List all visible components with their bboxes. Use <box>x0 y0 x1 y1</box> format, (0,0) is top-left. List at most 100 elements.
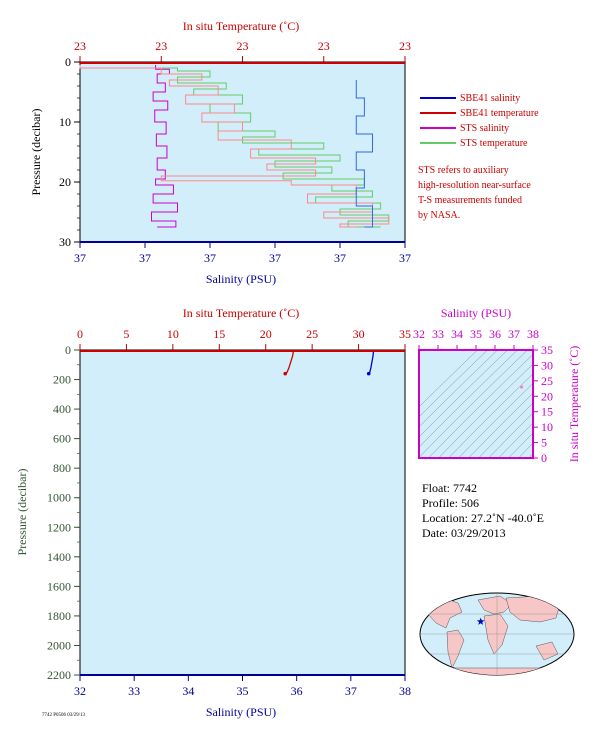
float-location-marker <box>476 617 485 625</box>
top-chart-salinity-tick-label: 37 <box>269 251 281 265</box>
ts-diagram-temperature-tick-label: 10 <box>541 420 553 434</box>
ts-diagram-temperature-tick-label: 0 <box>541 451 547 465</box>
profile-chart-temperature-tick-label: 10 <box>167 327 179 341</box>
profile-chart-series-end-point <box>366 371 371 376</box>
ts-diagram-density-contour <box>438 363 533 458</box>
ts-diagram-density-contour <box>498 422 533 458</box>
profile-chart-temperature-tick-label: 35 <box>399 327 411 341</box>
profile-chart-series-line <box>284 349 295 375</box>
profile-chart-pressure-tick-label: 200 <box>53 373 71 387</box>
ts-diagram-salinity-tick-label: 38 <box>527 327 539 341</box>
profile-chart-temperature-tick-label: 25 <box>306 327 318 341</box>
profile-chart-temperature-tick-label: 30 <box>353 327 365 341</box>
profile-chart-salinity-tick-label: 36 <box>291 684 303 698</box>
legend: SBE41 salinity SBE41 temperature STS sal… <box>420 93 539 149</box>
profile-chart-pressure-tick-label: 1800 <box>47 609 71 623</box>
top-chart: In situ Temperature (˚C) 23 23 23 23 23 0 10 2… <box>29 19 539 286</box>
top-chart-pressure-tick-label: 30 <box>59 235 71 249</box>
ts-diagram-density-contour <box>468 392 533 458</box>
top-chart-temperature-axis-label: In situ Temperature (˚C) <box>183 19 300 33</box>
top-chart-pressure-axis-label: Pressure (decibar) <box>29 109 43 196</box>
ts-diagram-temperature-axis-label: In situ Temperature (˚C) <box>567 346 581 463</box>
top-chart-temperature-tick-label: 23 <box>237 39 249 53</box>
location-text: Location: 27.2˚N -40.0˚E <box>422 511 544 525</box>
top-chart-series-line <box>355 80 373 228</box>
top-chart-pressure-tick-label: 20 <box>59 175 71 189</box>
ts-diagram-temperature-tick-label: 20 <box>541 389 553 403</box>
profile-chart-pressure-tick-label: 1400 <box>47 550 71 564</box>
ts-diagram-density-contour <box>529 320 601 468</box>
ts-diagram-temperature-tick-label: 5 <box>541 436 547 450</box>
sts-note-line: STS refers to auxiliary <box>418 165 509 176</box>
top-chart-temperature-tick-label: 23 <box>155 39 167 53</box>
legend-label-sbe41-salinity: SBE41 salinity <box>460 93 520 104</box>
ts-diagram-temperature-tick-label: 25 <box>541 374 553 388</box>
profile-chart-pressure-tick-label: 400 <box>53 402 71 416</box>
ts-diagram-density-contour <box>419 350 478 408</box>
ts-diagram-plot-area <box>419 350 533 458</box>
ts-diagram-density-contour <box>508 432 533 458</box>
profile-chart-salinity-tick-label: 34 <box>182 684 194 698</box>
profile-chart-series-end-point <box>283 371 288 376</box>
profile-chart-pressure-axis-label: Pressure (decibar) <box>15 469 29 556</box>
ts-diagram-temperature-tick-label: 15 <box>541 405 553 419</box>
top-chart-temperature-tick-label: 23 <box>399 39 411 53</box>
top-chart-series-line <box>151 65 178 228</box>
date-text: Date: 03/29/2013 <box>422 526 506 540</box>
profile-chart-pressure-tick-label: 0 <box>65 343 71 357</box>
ts-diagram-density-contour <box>419 350 518 448</box>
ts-diagram-salinity-axis-label: Salinity (PSU) <box>441 306 511 320</box>
legend-label-sbe41-temperature: SBE41 temperature <box>460 108 539 119</box>
legend-label-sts-salinity: STS salinity <box>460 123 509 134</box>
ts-diagram-salinity-tick-label: 34 <box>451 327 463 341</box>
sts-note: STS refers to auxiliary high-resolution … <box>418 165 531 221</box>
ts-diagram-density-contour <box>518 442 533 458</box>
profile-chart: In situ Temperature (˚C) 0 5 10 15 20 25 30 35 … <box>15 306 411 719</box>
top-chart-salinity-axis-label: Salinity (PSU) <box>206 272 276 286</box>
ts-diagram-density-contour <box>419 350 528 458</box>
sts-note-line: T-S measurements funded <box>418 195 522 206</box>
profile-chart-salinity-tick-label: 33 <box>128 684 140 698</box>
ts-diagram-temperature-tick-label: 35 <box>541 343 553 357</box>
profile-number-text: Profile: 506 <box>422 496 479 510</box>
profile-chart-pressure-tick-label: 1000 <box>47 491 71 505</box>
profile-chart-temperature-tick-label: 15 <box>213 327 225 341</box>
ts-diagram-salinity-tick-label: 35 <box>470 327 482 341</box>
ts-diagram-data-point <box>520 385 524 389</box>
footer-stamp: 7742 P0506 03/29/13 <box>42 713 86 718</box>
ts-diagram-density-contour <box>458 383 533 458</box>
ts-diagram-density-contour <box>419 350 488 418</box>
profile-chart-salinity-tick-label: 38 <box>399 684 411 698</box>
profile-chart-temperature-axis-label: In situ Temperature (˚C) <box>183 306 300 320</box>
ts-diagram-frame <box>418 349 534 459</box>
top-chart-salinity-tick-label: 37 <box>139 251 151 265</box>
ts-diagram-density-contour <box>448 373 533 458</box>
profile-chart-salinity-tick-label: 37 <box>345 684 357 698</box>
ts-diagram-density-contour <box>488 412 533 458</box>
top-chart-temperature-tick-label: 23 <box>74 39 86 53</box>
profile-chart-salinity-axis-label: Salinity (PSU) <box>206 705 276 719</box>
ts-diagram-density-contour <box>478 402 533 458</box>
profile-chart-pressure-tick-label: 2200 <box>47 668 71 682</box>
profile-chart-pressure-tick-label: 800 <box>53 461 71 475</box>
ts-diagram-temperature-tick-label: 30 <box>541 358 553 372</box>
profile-chart-pressure-tick-label: 1600 <box>47 579 71 593</box>
sts-note-line: high-resolution near-surface <box>418 180 531 191</box>
top-chart-salinity-tick-label: 37 <box>74 251 86 265</box>
profile-chart-salinity-tick-label: 35 <box>237 684 249 698</box>
top-chart-salinity-tick-label: 37 <box>334 251 346 265</box>
profile-chart-temperature-tick-label: 20 <box>260 327 272 341</box>
profile-chart-temperature-tick-label: 5 <box>123 327 129 341</box>
profile-chart-plot-area <box>79 349 406 676</box>
float-id-text: Float: 7742 <box>422 481 477 495</box>
ts-diagram-salinity-tick-label: 36 <box>489 327 501 341</box>
top-chart-pressure-tick-label: 10 <box>59 115 71 129</box>
top-chart-salinity-tick-label: 37 <box>399 251 411 265</box>
map-graticule <box>420 593 574 675</box>
float-info: Float: 7742 Profile: 506 Location: 27.2˚… <box>422 481 544 540</box>
ts-diagram-density-contour <box>419 350 498 428</box>
ts-diagram-density-contour <box>428 353 533 458</box>
sts-note-line: by NASA. <box>418 210 460 221</box>
